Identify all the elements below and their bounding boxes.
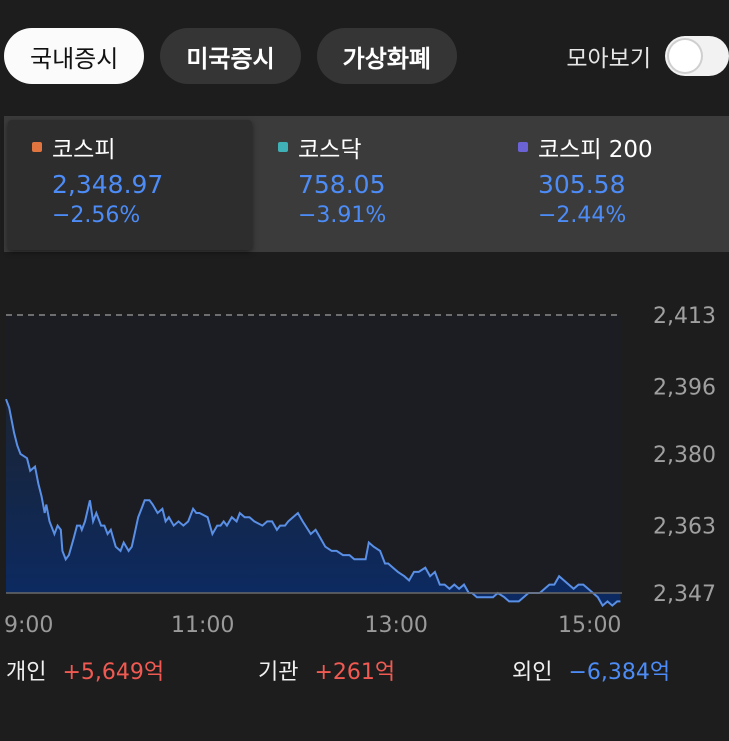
index-color-dot xyxy=(518,142,528,152)
index-card-kospi200[interactable]: 코스피 200 305.58 −2.44% xyxy=(490,116,729,252)
flow-individual: 개인 +5,649억 xyxy=(6,654,164,686)
index-value: 758.05 xyxy=(298,170,386,199)
x-tick-label: 15:00 xyxy=(558,613,621,638)
toggle-knob xyxy=(669,40,701,72)
flow-foreign: 외인 −6,384억 xyxy=(512,654,670,686)
index-value: 305.58 xyxy=(538,170,626,199)
view-all-toggle-group: 모아보기 xyxy=(566,36,729,76)
x-tick-label: 13:00 xyxy=(365,613,428,638)
index-change: −3.91% xyxy=(298,203,387,228)
index-color-dot xyxy=(32,142,42,152)
x-tick-label: 11:00 xyxy=(171,613,234,638)
tab-us[interactable]: 미국증시 xyxy=(160,28,301,84)
index-change: −2.56% xyxy=(52,203,141,228)
index-change: −2.44% xyxy=(538,203,627,228)
y-tick-label: 2,413 xyxy=(653,304,716,329)
index-value: 2,348.97 xyxy=(52,170,164,199)
index-color-dot xyxy=(278,142,288,152)
flow-label: 외인 xyxy=(512,660,553,685)
view-all-label: 모아보기 xyxy=(566,46,651,72)
index-name: 코스피 200 xyxy=(518,132,729,163)
view-all-toggle[interactable] xyxy=(665,36,729,76)
y-tick-label: 2,396 xyxy=(653,376,716,401)
investor-flows: 개인 +5,649억 기관 +261억 외인 −6,384억 xyxy=(6,654,726,688)
series-area xyxy=(6,399,621,606)
index-name-label: 코스닥 xyxy=(298,137,362,163)
flow-label: 기관 xyxy=(258,660,299,685)
flow-value: +261억 xyxy=(314,660,396,685)
series-line xyxy=(5,398,621,608)
flow-institution: 기관 +261억 xyxy=(258,654,395,686)
flow-label: 개인 xyxy=(6,660,47,685)
tab-crypto[interactable]: 가상화폐 xyxy=(316,28,457,84)
tab-domestic[interactable]: 국내증시 xyxy=(4,28,145,84)
flow-value: +5,649억 xyxy=(62,660,165,685)
index-summary-bar: 코스피 2,348.97 −2.56% 코스닥 758.05 −3.91% 코스… xyxy=(4,116,729,252)
y-tick-label: 2,363 xyxy=(653,515,716,540)
y-tick-label: 2,347 xyxy=(653,582,716,607)
index-name: 코스피 xyxy=(32,132,252,163)
y-tick-label: 2,380 xyxy=(653,443,716,468)
index-name-label: 코스피 200 xyxy=(538,137,653,163)
index-card-kosdaq[interactable]: 코스닥 758.05 −3.91% xyxy=(250,116,490,252)
index-chart[interactable]: 2,413 2,396 2,380 2,363 2,347 9:00 11:00 13:00 1… xyxy=(0,260,729,645)
index-name-label: 코스피 xyxy=(52,137,116,163)
index-card-kospi[interactable]: 코스피 2,348.97 −2.56% xyxy=(8,120,252,250)
flow-value: −6,384억 xyxy=(568,660,671,685)
x-tick-label: 9:00 xyxy=(4,613,53,638)
market-tabs: 국내증시 미국증시 가상화폐 xyxy=(4,28,457,84)
index-name: 코스닥 xyxy=(278,132,490,163)
